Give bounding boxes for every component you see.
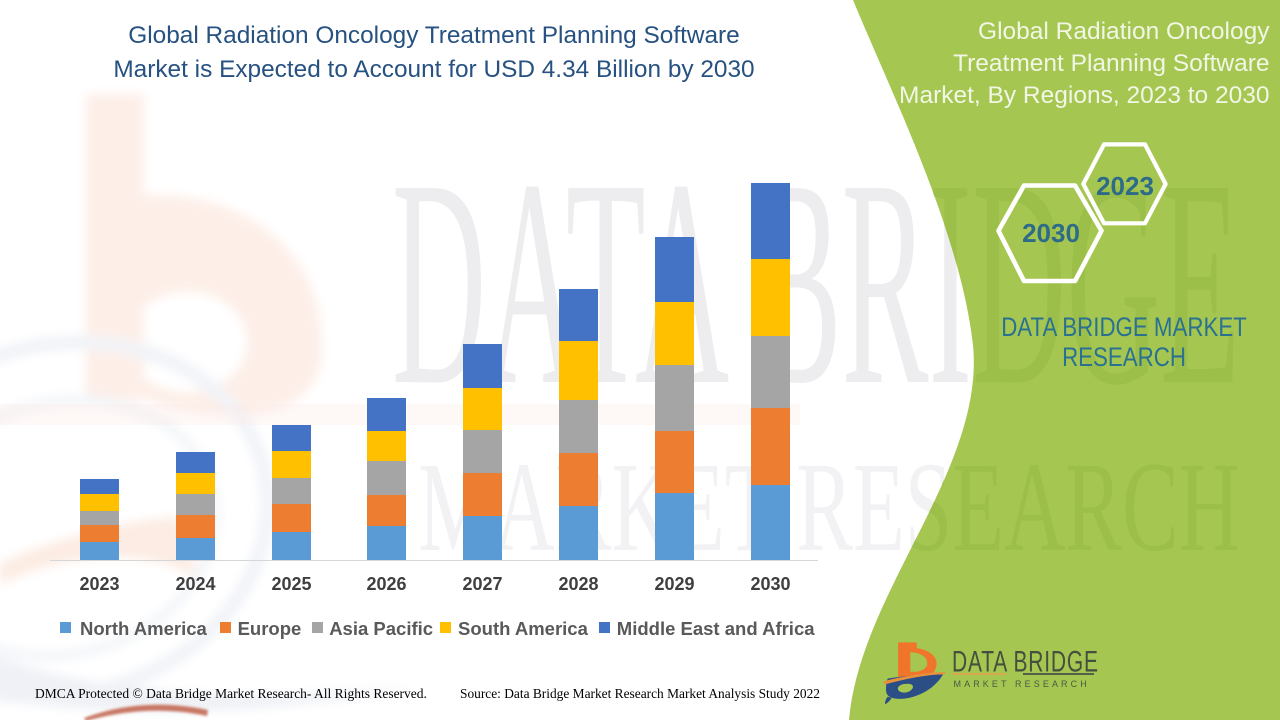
svg-text:RESEARCH: RESEARCH bbox=[1062, 342, 1186, 373]
svg-text:DATA BRIDGE MARKET: DATA BRIDGE MARKET bbox=[1001, 312, 1247, 343]
svg-text:2023: 2023 bbox=[1096, 171, 1154, 201]
svg-text:2030: 2030 bbox=[1022, 218, 1080, 248]
